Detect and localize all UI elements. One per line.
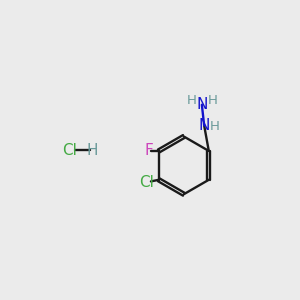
Text: H: H — [210, 120, 220, 133]
Text: N: N — [199, 118, 210, 133]
Text: H: H — [207, 94, 217, 107]
Text: H: H — [187, 94, 196, 107]
Text: N: N — [196, 97, 208, 112]
Text: F: F — [144, 143, 153, 158]
Text: Cl: Cl — [139, 175, 154, 190]
Text: H: H — [87, 143, 98, 158]
Text: Cl: Cl — [62, 143, 77, 158]
